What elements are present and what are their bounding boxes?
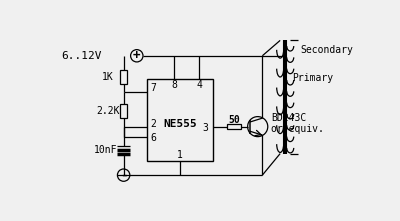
Circle shape (118, 169, 130, 181)
Text: 50: 50 (228, 115, 240, 125)
Bar (120, 70, 127, 84)
Text: NE555: NE555 (163, 119, 197, 129)
Text: Primary: Primary (292, 73, 333, 83)
Circle shape (248, 117, 268, 137)
Bar (147, 79, 213, 161)
Text: BD243C
or equiv.: BD243C or equiv. (271, 113, 324, 134)
Text: 10nF: 10nF (94, 145, 118, 155)
Text: -: - (120, 169, 127, 182)
Bar (120, 104, 127, 118)
Text: 2: 2 (151, 119, 157, 129)
Text: 2.2K: 2.2K (96, 106, 120, 116)
Text: 6: 6 (151, 133, 157, 143)
Text: 8: 8 (172, 80, 178, 90)
Text: 3: 3 (203, 123, 208, 133)
Bar (228, 124, 242, 129)
Circle shape (131, 50, 143, 62)
Text: 1: 1 (177, 150, 182, 160)
Text: +: + (133, 49, 140, 62)
Text: 4: 4 (196, 80, 202, 90)
Text: 6..12V: 6..12V (61, 51, 101, 61)
Text: 7: 7 (151, 83, 157, 93)
Text: Secondary: Secondary (300, 45, 353, 55)
Text: 1K: 1K (102, 72, 114, 82)
